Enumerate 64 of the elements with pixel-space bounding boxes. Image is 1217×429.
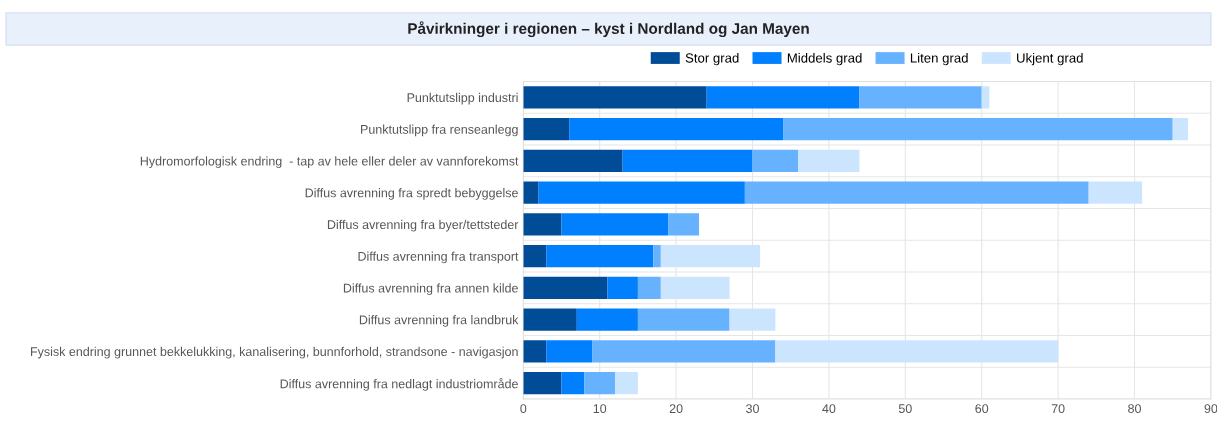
x-tick-label: 80 [1128, 404, 1141, 414]
bar [523, 340, 547, 363]
y-tick-label: Diffus avrenning fra byer/tettsteder [327, 219, 519, 232]
bar [523, 245, 547, 268]
y-tick-label: Punktutslipp fra renseanlegg [361, 124, 518, 137]
bar [523, 308, 577, 331]
bar [1088, 181, 1143, 204]
bar [775, 340, 1059, 363]
bar [523, 181, 539, 204]
x-tick-label: 10 [593, 404, 607, 414]
x-tick-label: 30 [746, 404, 759, 414]
x-tick-label: 50 [898, 404, 912, 414]
bar [523, 118, 570, 141]
bar [584, 371, 615, 395]
bar [783, 118, 1173, 141]
bar [523, 276, 608, 299]
bar [523, 371, 562, 395]
bar [561, 371, 585, 395]
y-tick-label: Hydromorfologisk endring - tap av hele eller deler av vannforekomst [140, 156, 519, 168]
bar [660, 245, 761, 268]
x-tick-label: 40 [822, 404, 836, 414]
bar [637, 308, 730, 331]
y-tick-label: Diffus avrenning fra landbruk [359, 315, 519, 327]
bar [981, 86, 990, 109]
bar [1172, 118, 1188, 141]
bar [607, 276, 638, 299]
y-tick-label: Punktutslipp industri [407, 92, 518, 105]
bar [729, 308, 776, 331]
bar [569, 118, 784, 141]
bar [614, 371, 638, 395]
bar [859, 86, 982, 109]
bar [752, 149, 799, 172]
bar [706, 86, 860, 109]
bar [653, 245, 661, 268]
bar [523, 149, 623, 172]
x-tick-label: 0 [520, 404, 527, 414]
bar [546, 245, 654, 268]
bar [744, 181, 1089, 204]
x-tick-label: 90 [1204, 404, 1217, 414]
bar [592, 340, 776, 363]
x-tick-label: 60 [975, 404, 989, 414]
bar [668, 213, 700, 236]
bar [538, 181, 745, 204]
y-tick-label: Diffus avrenning fra spredt bebyggelse [305, 188, 518, 200]
legend-label: Stor grad [685, 52, 739, 66]
bar [637, 276, 661, 299]
bar [523, 213, 562, 236]
bar [523, 86, 707, 109]
bar [546, 340, 593, 363]
bar [660, 276, 730, 299]
bar [798, 149, 860, 172]
legend-label: Liten grad [910, 52, 968, 66]
y-tick-label: Diffus avrenning fra nedlagt industriområde [280, 378, 518, 391]
y-tick-label: Diffus avrenning fra transport [358, 251, 519, 264]
legend-label: Ukjent grad [1017, 52, 1083, 66]
bar [561, 213, 669, 236]
y-tick-label: Diffus avrenning fra annen kilde [343, 283, 518, 295]
bar [576, 308, 638, 331]
x-tick-label: 70 [1051, 404, 1065, 414]
legend-label: Middels grad [787, 52, 862, 66]
y-tick-label: Fysisk endring grunnet bekkelukking, kanalisering, bunnforhold, strandsone - navigasjon [31, 346, 518, 359]
chart-title: Påvirkninger i regionen – kyst i Nordland og Jan Mayen [408, 21, 809, 38]
bar [622, 149, 753, 172]
x-tick-label: 20 [669, 404, 683, 414]
